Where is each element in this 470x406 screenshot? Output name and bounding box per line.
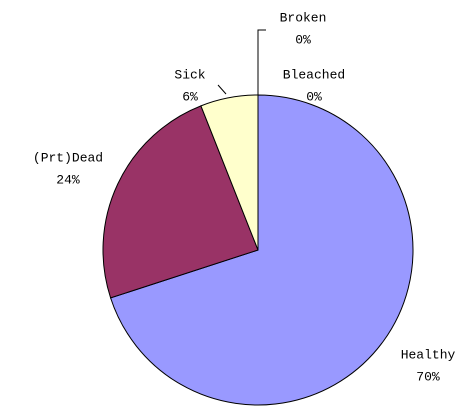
slice-label: Healthy: [401, 347, 456, 362]
leader-line: [217, 84, 227, 95]
slice-value: 6%: [182, 89, 198, 104]
slice-label: Sick: [174, 67, 205, 82]
pie-slice: [109, 94, 414, 406]
slice-value: 24%: [56, 172, 80, 187]
pie-slice: [102, 105, 259, 299]
slice-label: (Prt)Dead: [33, 150, 103, 165]
slice-value: 0%: [306, 89, 322, 104]
slice-label: Bleached: [283, 67, 345, 82]
slice-value: 0%: [295, 32, 311, 47]
leader-line: [257, 29, 266, 95]
slice-value: 70%: [416, 369, 440, 384]
slice-label: Broken: [280, 10, 327, 25]
